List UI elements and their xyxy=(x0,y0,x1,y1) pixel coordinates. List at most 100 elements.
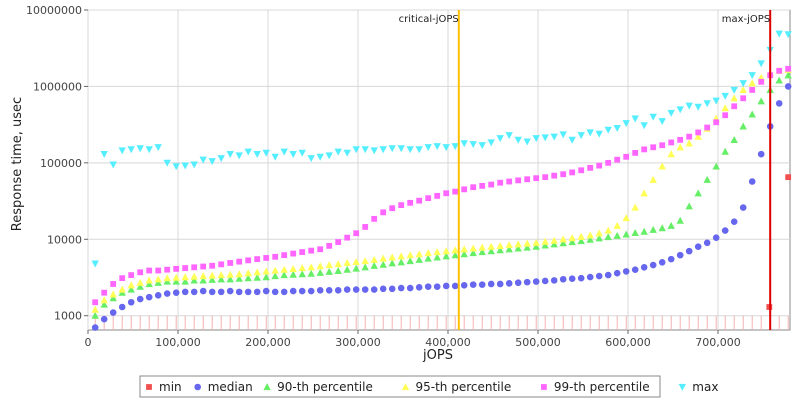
data-point-99-th-percentile xyxy=(425,195,432,202)
data-point-95-th-percentile xyxy=(280,265,288,273)
data-point-95-th-percentile xyxy=(496,241,504,249)
data-point-99-th-percentile xyxy=(209,262,216,269)
data-point-max xyxy=(154,144,162,152)
data-point-99-th-percentile xyxy=(263,255,270,261)
data-point-90-th-percentile xyxy=(622,230,630,238)
data-point-95-th-percentile xyxy=(550,236,558,244)
data-point-median xyxy=(514,279,522,287)
data-point-90-th-percentile xyxy=(667,221,675,229)
data-point-median xyxy=(298,287,306,295)
data-point-90-th-percentile xyxy=(631,229,639,237)
data-point-95-th-percentile xyxy=(118,285,126,293)
legend-marker-95-th-percentile xyxy=(401,383,410,391)
data-point-median xyxy=(262,287,270,295)
data-point-90-th-percentile xyxy=(523,243,531,251)
data-point-90-th-percentile xyxy=(613,231,621,239)
data-point-median xyxy=(550,277,558,284)
data-point-95-th-percentile xyxy=(613,221,621,229)
data-point-median xyxy=(109,309,117,316)
data-point-95-th-percentile xyxy=(586,231,594,239)
data-point-95-th-percentile xyxy=(397,252,405,260)
data-point-99-th-percentile xyxy=(416,197,423,204)
data-point-max xyxy=(532,135,540,143)
data-point-max xyxy=(262,149,270,157)
data-point-median xyxy=(289,287,297,295)
legend-label-median: median xyxy=(208,380,253,394)
data-point-max xyxy=(730,86,738,94)
data-point-95-th-percentile xyxy=(649,175,657,183)
data-point-95-th-percentile xyxy=(352,258,360,266)
data-point-90-th-percentile xyxy=(226,275,234,283)
data-point-median xyxy=(406,284,414,292)
data-point-max xyxy=(757,60,765,68)
data-point-95-th-percentile xyxy=(721,104,729,112)
data-point-max xyxy=(91,260,99,268)
data-point-99-th-percentile xyxy=(443,190,450,197)
data-point-99-th-percentile xyxy=(128,272,135,278)
data-point-99-th-percentile xyxy=(560,171,567,178)
data-point-max xyxy=(397,145,405,153)
data-point-95-th-percentile xyxy=(262,267,270,275)
data-point-99-th-percentile xyxy=(479,182,486,189)
series-max xyxy=(91,30,792,268)
data-point-90-th-percentile xyxy=(370,261,378,269)
y-tick-label: 1000 xyxy=(54,310,82,323)
data-point-median xyxy=(253,288,261,296)
data-point-median xyxy=(712,234,720,241)
data-point-median xyxy=(676,251,684,259)
data-point-max xyxy=(460,140,468,148)
data-point-max xyxy=(379,146,387,154)
data-point-max xyxy=(253,151,261,159)
data-point-median xyxy=(568,275,576,282)
data-point-median xyxy=(91,324,99,331)
data-point-95-th-percentile xyxy=(694,132,702,140)
data-point-max xyxy=(118,147,126,155)
data-point-95-th-percentile xyxy=(172,273,180,281)
data-point-95-th-percentile xyxy=(316,262,324,270)
data-point-max xyxy=(541,134,549,142)
data-point-max xyxy=(280,148,288,156)
y-tick-label: 1000000 xyxy=(33,80,82,93)
data-point-95-th-percentile xyxy=(559,235,567,243)
vertical-markers: critical-jOPS max-jOPS xyxy=(399,10,772,330)
data-point-90-th-percentile xyxy=(541,241,549,249)
data-point-median xyxy=(622,268,630,275)
data-point-99-th-percentile xyxy=(353,230,360,237)
data-point-99-th-percentile xyxy=(596,162,603,169)
data-point-95-th-percentile xyxy=(109,290,117,298)
data-point-90-th-percentile xyxy=(577,237,585,245)
data-point-median xyxy=(370,286,378,293)
data-point-99-th-percentile xyxy=(254,256,261,263)
data-point-90-th-percentile xyxy=(190,276,198,284)
legend-box xyxy=(139,375,661,398)
data-point-min xyxy=(785,174,792,181)
data-point-99-th-percentile xyxy=(641,146,648,153)
data-point-95-th-percentile xyxy=(541,237,549,245)
data-point-90-th-percentile xyxy=(712,162,720,170)
series-median xyxy=(91,83,792,331)
data-point-max xyxy=(199,156,207,164)
data-point-99-th-percentile xyxy=(677,136,684,143)
data-point-99-th-percentile xyxy=(740,95,747,102)
data-point-90-th-percentile xyxy=(127,285,135,293)
data-point-99-th-percentile xyxy=(686,133,693,140)
data-point-90-th-percentile xyxy=(532,242,540,250)
data-point-90-th-percentile xyxy=(514,244,522,252)
data-point-95-th-percentile xyxy=(235,270,243,278)
data-point-median xyxy=(415,284,423,291)
data-point-median xyxy=(541,277,549,285)
data-point-max xyxy=(748,72,756,80)
data-point-median xyxy=(649,261,657,269)
data-point-99-th-percentile xyxy=(713,119,720,126)
data-point-median xyxy=(703,239,711,247)
data-point-95-th-percentile xyxy=(100,296,108,304)
data-point-median xyxy=(154,291,162,299)
data-point-99-th-percentile xyxy=(335,239,342,245)
data-point-95-th-percentile xyxy=(433,248,441,256)
data-point-99-th-percentile xyxy=(461,186,468,193)
data-point-99-th-percentile xyxy=(524,176,531,183)
data-point-90-th-percentile xyxy=(685,202,693,210)
data-point-median xyxy=(100,315,108,323)
data-point-95-th-percentile xyxy=(523,239,531,247)
data-point-max xyxy=(685,102,693,110)
